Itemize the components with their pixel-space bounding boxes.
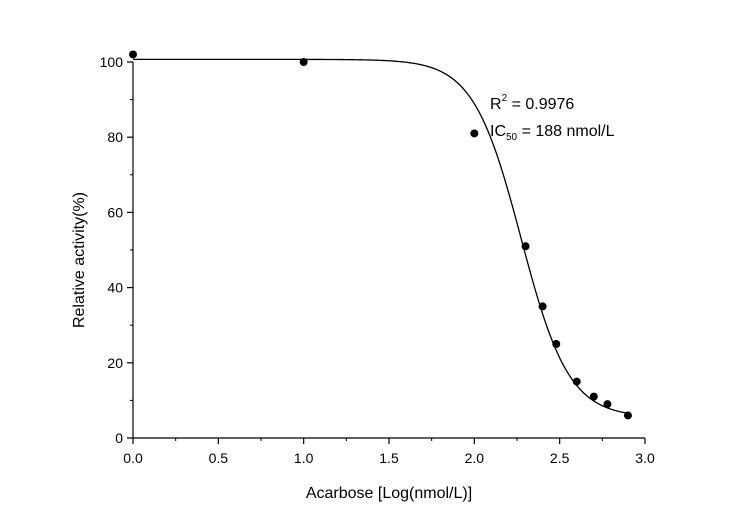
data-point [299, 58, 308, 66]
data-point [572, 377, 581, 386]
x-tick-label: 3.0 [635, 450, 655, 466]
x-tick-label: 0.5 [209, 450, 229, 466]
data-point [623, 411, 632, 420]
ticks: 0.0 0.5 1.0 1.5 2.0 2.5 3.0 0 20 40 60 80 100 [100, 54, 655, 466]
x-tick-label: 2.5 [550, 450, 570, 466]
y-tick-label: 80 [107, 129, 123, 145]
data-point [470, 129, 479, 138]
y-tick-label: 0 [115, 430, 123, 446]
data-point [129, 50, 137, 59]
data-point [603, 400, 612, 409]
ic50-annotation: IC50 = 188 nmol/L [490, 123, 615, 143]
y-tick-label: 40 [107, 280, 123, 296]
r2-label: R [490, 96, 502, 113]
data-point [589, 392, 598, 401]
y-tick-label: 60 [107, 204, 123, 220]
x-axis-title: Acarbose [Log(nmol/L)] [306, 485, 472, 502]
y-tick-label: 100 [100, 54, 124, 70]
x-tick-label: 0.0 [123, 450, 143, 466]
data-point [538, 302, 547, 311]
ic50-label: IC [490, 123, 506, 140]
ic50-value: = 188 nmol/L [517, 123, 615, 140]
x-tick-label: 2.0 [465, 450, 485, 466]
r-squared-annotation: R2 = 0.9976 [490, 93, 574, 113]
r2-value: = 0.9976 [507, 96, 574, 113]
data-points [129, 50, 632, 420]
fit-curve [133, 58, 629, 414]
r2-superscript: 2 [502, 93, 508, 104]
data-point [552, 340, 561, 348]
axes [132, 62, 645, 439]
data-point [521, 242, 530, 251]
y-axis-title: Relative activity(%) [71, 192, 88, 328]
x-tick-label: 1.0 [294, 450, 314, 466]
ic50-subscript: 50 [506, 132, 518, 143]
x-tick-label: 1.5 [379, 450, 399, 466]
y-tick-label: 20 [107, 355, 123, 371]
